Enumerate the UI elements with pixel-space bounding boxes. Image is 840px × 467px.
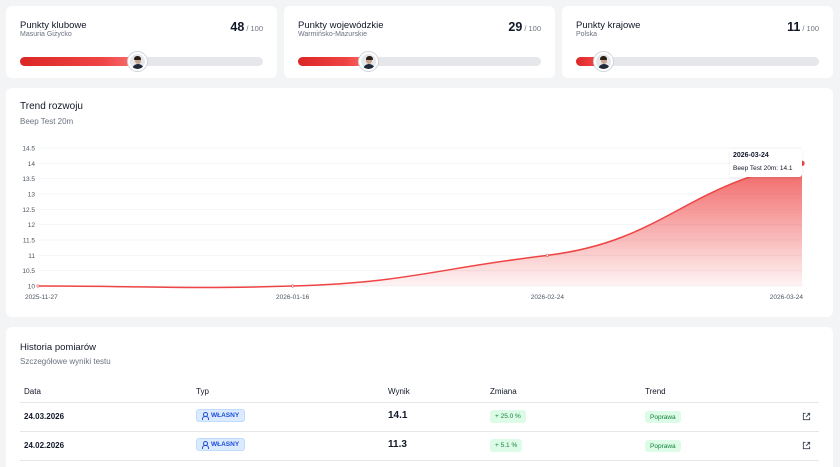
- progress-fill: [20, 57, 137, 66]
- score-title: Punkty krajowe: [576, 20, 641, 31]
- y-tick-label: 12: [28, 222, 36, 229]
- history-subtitle: Szczegółowe wyniki testu: [20, 357, 111, 366]
- y-tick-label: 12.5: [22, 207, 35, 214]
- avatar: [127, 52, 147, 71]
- row-result: 11.3: [388, 439, 407, 450]
- x-tick-label: 2026-01-16: [276, 294, 310, 301]
- data-point: [545, 253, 549, 257]
- progress-fill: [576, 57, 603, 66]
- score-card-club: Punkty klubowe Masuria Giżycko 48/ 100: [6, 6, 277, 78]
- tooltip-date: 2026-03-24: [733, 152, 769, 159]
- row-result: 14.1: [388, 410, 408, 421]
- history-title: Historia pomiarów: [20, 342, 97, 353]
- score-subtitle: Polska: [576, 31, 598, 38]
- type-label: WŁASNY: [211, 412, 240, 419]
- score-value: 11/ 100: [787, 20, 819, 34]
- x-tick-label: 2026-03-24: [770, 294, 804, 301]
- row-divider: [20, 460, 819, 461]
- y-tick-label: 10: [28, 284, 36, 291]
- chart-tooltip: 2026-03-24 Beep Test 20m: 14.1: [730, 149, 802, 177]
- score-value: 48/ 100: [230, 20, 263, 34]
- user-icon: [201, 441, 209, 449]
- change-badge: + 25.0 %: [490, 410, 526, 423]
- avatar: [593, 52, 613, 71]
- score-number: 11: [787, 20, 801, 34]
- y-tick-label: 11.5: [23, 238, 36, 245]
- tooltip-value: Beep Test 20m: 14.1: [733, 165, 793, 172]
- y-tick-label: 11: [28, 253, 35, 260]
- column-header-result: Wynik: [388, 387, 410, 396]
- score-card-national: Punkty krajowe Polska 11/ 100: [562, 6, 833, 78]
- type-badge: WŁASNY: [196, 409, 246, 422]
- x-tick-label: 2026-02-24: [531, 294, 565, 301]
- score-max: / 100: [802, 24, 819, 33]
- progress-track: [20, 52, 263, 71]
- score-title: Punkty klubowe: [20, 20, 87, 31]
- y-tick-label: 13: [28, 192, 36, 199]
- y-tick-label: 13.5: [22, 176, 35, 183]
- type-badge: WŁASNY: [196, 438, 246, 451]
- y-tick-label: 14: [28, 161, 36, 168]
- score-card-regional: Punkty wojewódzkie Warmińsko-Mazurskie 2…: [284, 6, 555, 78]
- score-number: 29: [508, 20, 523, 34]
- score-value: 29/ 100: [508, 20, 541, 34]
- data-point: [291, 284, 295, 288]
- column-header-date: Data: [24, 387, 41, 396]
- score-subtitle: Warmińsko-Mazurskie: [298, 31, 367, 38]
- chart-subtitle: Beep Test 20m: [20, 117, 74, 126]
- external-link-icon[interactable]: [802, 412, 811, 421]
- progress-track: [576, 52, 819, 71]
- series-area: [38, 163, 802, 288]
- trend-badge: Poprawa: [645, 411, 681, 423]
- external-link-icon[interactable]: [802, 441, 811, 450]
- score-number: 48: [230, 20, 245, 34]
- row-divider: [20, 431, 819, 432]
- x-tick-label: 2025-11-27: [25, 294, 58, 301]
- data-point: [36, 284, 40, 288]
- progress-track: [298, 52, 541, 71]
- trend-chart[interactable]: 10 10.5 11 11.5 12 12.5 13 13.5 14 14.5 2025-11-27…: [6, 88, 833, 317]
- row-date: 24.03.2026: [24, 412, 65, 421]
- score-subtitle: Masuria Giżycko: [20, 31, 72, 38]
- user-icon: [201, 412, 209, 420]
- column-header-type: Typ: [196, 387, 209, 396]
- score-title: Punkty wojewódzkie: [298, 20, 384, 31]
- progress-fill: [298, 57, 369, 66]
- trend-badge: Poprawa: [645, 440, 681, 452]
- type-label: WŁASNY: [211, 441, 240, 448]
- score-max: / 100: [246, 24, 263, 33]
- history-card: Historia pomiarów Szczegółowe wyniki tes…: [6, 327, 833, 467]
- score-max: / 100: [524, 24, 541, 33]
- series-line: [37, 162, 803, 289]
- row-date: 24.02.2026: [24, 441, 65, 450]
- y-tick-label: 14.5: [22, 146, 35, 153]
- column-header-trend: Trend: [645, 387, 666, 396]
- column-header-change: Zmiana: [490, 387, 517, 396]
- avatar: [359, 52, 379, 71]
- y-tick-label: 10.5: [22, 268, 35, 275]
- trend-card: Trend rozwoju Beep Test 20m 10 10.5 11 11.5…: [6, 88, 833, 317]
- chart-title: Trend rozwoju: [20, 101, 83, 112]
- change-badge: + 5.1 %: [490, 439, 523, 452]
- header-divider: [20, 402, 819, 403]
